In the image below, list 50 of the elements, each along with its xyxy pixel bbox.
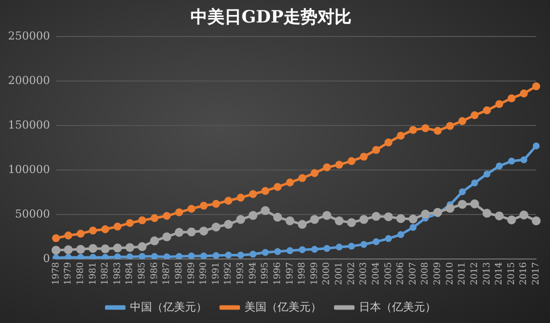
x-tick-label: 2001 xyxy=(334,262,345,285)
y-tick-label: 250000 xyxy=(8,29,50,42)
legend-label: 美国（亿美元） xyxy=(244,300,322,314)
x-tick-label: 1985 xyxy=(138,262,148,285)
x-tick-label: 2000 xyxy=(322,262,332,285)
x-tick-label: 1991 xyxy=(211,262,222,285)
x-tick-label: 1983 xyxy=(112,262,123,285)
y-tick-label: 200000 xyxy=(8,74,50,87)
x-tick-label: 2005 xyxy=(384,262,394,285)
y-tick-label: 150000 xyxy=(8,118,50,132)
x-tick-label: 1998 xyxy=(298,262,308,285)
x-tick-label: 2016 xyxy=(519,262,530,285)
x-tick-label: 1986 xyxy=(150,262,160,285)
x-tick-label: 1990 xyxy=(199,262,210,285)
x-tick-label: 1981 xyxy=(88,262,98,285)
x-tick-label: 2012 xyxy=(470,262,480,285)
x-tick-label: 2017 xyxy=(532,262,542,285)
x-tick-label: 1996 xyxy=(272,262,283,285)
x-tick-label: 1984 xyxy=(125,262,136,285)
x-tick-label: 1997 xyxy=(285,262,296,285)
x-tick-label: 1982 xyxy=(100,262,111,285)
x-tick-label: 2006 xyxy=(396,262,406,285)
x-tick-label: 2010 xyxy=(445,262,456,285)
x-tick-label: 2008 xyxy=(420,262,431,285)
x-tick-label: 2009 xyxy=(433,262,444,285)
x-tick-label: 2007 xyxy=(408,262,418,285)
x-tick-label: 2014 xyxy=(494,262,505,285)
legend-label: 日本（亿美元） xyxy=(358,300,436,314)
x-tick-label: 1993 xyxy=(236,262,246,285)
x-tick-label: 2002 xyxy=(346,262,357,285)
x-tick-label: 1989 xyxy=(186,262,197,285)
x-tick-label: 1994 xyxy=(248,262,258,285)
x-tick-label: 1992 xyxy=(224,262,234,285)
x-tick-label: 1979 xyxy=(64,262,74,285)
x-tick-label: 2015 xyxy=(506,262,517,285)
y-tick-label: 50000 xyxy=(14,207,50,220)
x-tick-label: 2013 xyxy=(482,262,492,285)
y-tick-label: 100000 xyxy=(8,162,50,176)
x-tick-label: 2004 xyxy=(371,262,382,285)
x-tick-label: 1987 xyxy=(162,262,172,285)
y-tick-label: 0 xyxy=(42,252,50,265)
x-tick-label: 1988 xyxy=(174,262,184,285)
x-tick-label: 1999 xyxy=(310,262,320,285)
x-tick-label: 1995 xyxy=(260,262,271,285)
legend-label: 中国（亿美元） xyxy=(130,300,207,314)
x-tick-label: 2003 xyxy=(359,262,370,285)
x-tick-label: 1978 xyxy=(51,262,62,285)
x-tick-label: 2011 xyxy=(458,262,468,285)
x-tick-label: 1980 xyxy=(76,262,86,285)
chart-title: 中美日GDP走势对比 xyxy=(190,8,352,28)
